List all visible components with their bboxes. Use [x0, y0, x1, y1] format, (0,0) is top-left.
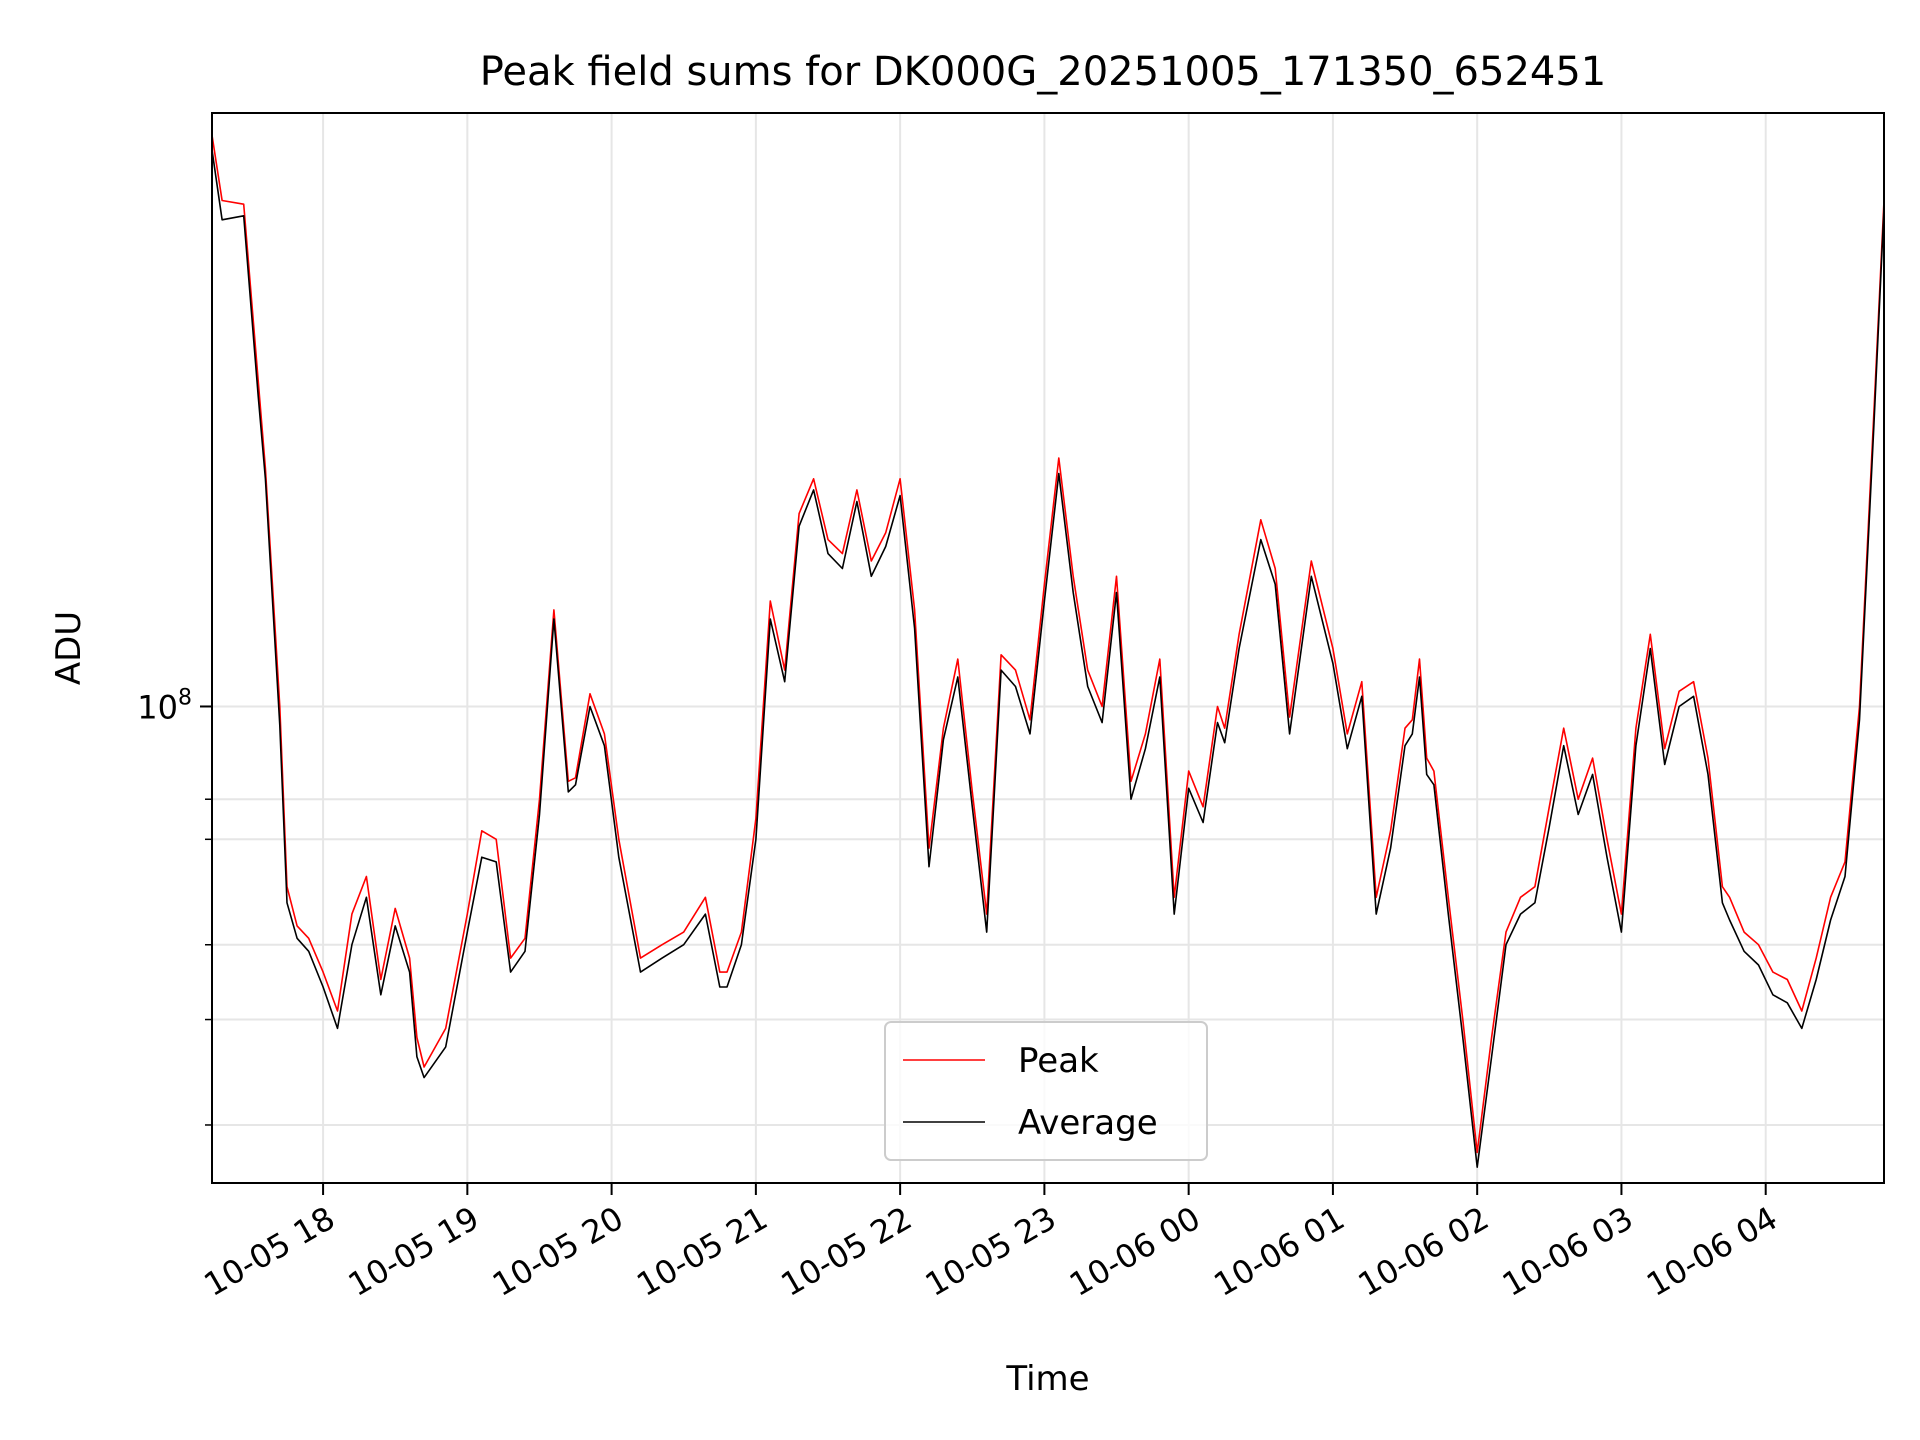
legend-label-peak: Peak [1018, 1041, 1099, 1081]
chart-title: Peak field sums for DK000G_20251005_1713… [480, 49, 1607, 95]
series-group [212, 134, 1884, 1168]
series-line-peak [212, 134, 1884, 1154]
x-axis-label: Time [1005, 1359, 1089, 1399]
plot-frame [211, 112, 1885, 1184]
legend-box [884, 1021, 1208, 1161]
y-axis-label: ADU [49, 611, 89, 685]
legend: Peak Average [884, 1021, 1208, 1161]
y-tick-label: 108 [137, 685, 192, 726]
grid [212, 113, 1884, 1183]
y-axis: 108 [137, 685, 212, 1126]
legend-label-average: Average [1018, 1103, 1158, 1143]
series-line-average [212, 149, 1884, 1168]
